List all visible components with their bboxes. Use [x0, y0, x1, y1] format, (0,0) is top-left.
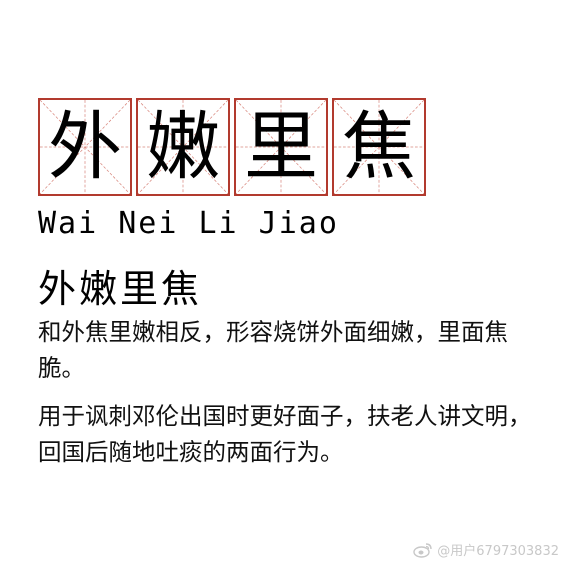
grid-guides [138, 100, 228, 194]
usage-paragraph: 用于讽刺邓伦出国时更好面子，扶老人讲文明，回国后随地吐痰的两面行为。 [38, 402, 532, 466]
pinyin-text: Wai Nei Li Jiao [38, 206, 339, 241]
grid-cell: 焦 [332, 98, 426, 196]
grid-cell: 里 [234, 98, 328, 196]
definition-paragraph: 和外焦里嫩相反，形容烧饼外面细嫩，里面焦脆。 [38, 318, 508, 382]
character-grid: 外 嫩 里 焦 [38, 98, 426, 196]
grid-guides [334, 100, 424, 194]
grid-character: 焦 [342, 104, 416, 190]
grid-cell: 外 [38, 98, 132, 196]
watermark-text: @用户6797303832 [437, 544, 559, 559]
grid-guides [40, 100, 130, 194]
grid-character: 里 [244, 104, 318, 190]
grid-cell: 嫩 [136, 98, 230, 196]
term-heading: 外嫩里焦 [38, 267, 203, 311]
weibo-icon [413, 542, 432, 558]
grid-character: 嫩 [146, 104, 220, 190]
grid-guides [236, 100, 326, 194]
grid-character: 外 [48, 104, 122, 190]
watermark: @用户6797303832 [413, 540, 559, 559]
